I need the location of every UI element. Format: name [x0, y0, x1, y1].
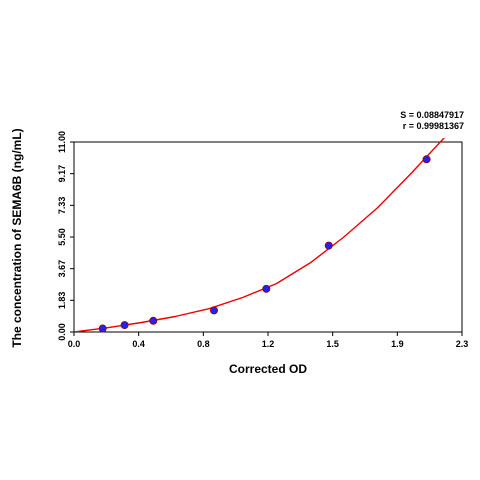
x-tick-label: 1.9 [391, 339, 404, 349]
y-axis: 0.00 1.83 3.67 5.50 7.33 9.17 11.00 [57, 131, 74, 341]
x-axis-title: Corrected OD [229, 362, 307, 376]
y-tick-label: 9.17 [57, 165, 67, 183]
y-tick-label: 0.00 [57, 323, 67, 341]
y-tick-label: 7.33 [57, 197, 67, 215]
x-tick-label: 0.0 [68, 339, 81, 349]
y-tick-label: 3.67 [57, 260, 67, 278]
annotation-r: r = 0.99981367 [403, 121, 464, 131]
data-point [120, 321, 129, 330]
data-point [149, 316, 158, 325]
x-tick-label: 0.8 [197, 339, 210, 349]
data-points [98, 155, 431, 333]
y-tick-label: 11.00 [57, 131, 67, 153]
data-point [98, 324, 107, 333]
y-axis-title: The concentration of SEMA6B (ng/mL) [10, 128, 24, 347]
data-point [262, 284, 271, 293]
fit-curve [74, 138, 445, 332]
fit-curve-layer [74, 138, 445, 332]
x-tick-label: 0.4 [132, 339, 145, 349]
data-point [210, 306, 219, 315]
annotation-s: S = 0.08847917 [400, 110, 464, 120]
y-tick-label: 1.83 [57, 292, 67, 310]
x-tick-label: 1.5 [326, 339, 339, 349]
data-point [324, 241, 333, 250]
data-point [422, 155, 431, 164]
x-axis: 0.0 0.4 0.8 1.2 1.5 1.9 2.3 [68, 332, 469, 349]
y-tick-label: 5.50 [57, 228, 67, 246]
x-tick-label: 1.2 [262, 339, 275, 349]
x-tick-label: 2.3 [456, 339, 469, 349]
